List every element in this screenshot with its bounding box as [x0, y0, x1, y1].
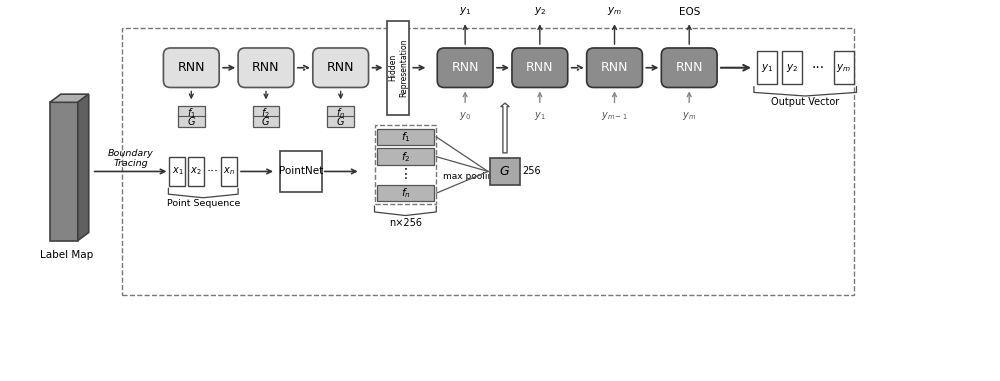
Text: max pooling: max pooling	[443, 172, 499, 181]
Text: $f_1$: $f_1$	[187, 106, 196, 120]
FancyArrowPatch shape	[501, 103, 509, 153]
Bar	[757, 51, 777, 84]
Text: $y_1$: $y_1$	[459, 5, 471, 18]
Bar	[178, 106, 205, 126]
Text: $y_{m-1}$: $y_{m-1}$	[601, 110, 628, 122]
Text: Boundary: Boundary	[108, 149, 153, 158]
Text: $G$: $G$	[336, 115, 345, 127]
Text: Output Vector: Output Vector	[771, 98, 839, 107]
Text: RNN: RNN	[526, 61, 554, 74]
Bar	[221, 157, 237, 186]
Text: 256: 256	[522, 166, 541, 176]
Text: $x_2$: $x_2$	[190, 166, 202, 178]
FancyBboxPatch shape	[238, 48, 294, 88]
FancyBboxPatch shape	[163, 48, 219, 88]
Bar	[280, 151, 322, 192]
Text: Hidden
Representation: Hidden Representation	[389, 38, 408, 97]
Text: $G$: $G$	[187, 115, 196, 127]
Text: $y_1$: $y_1$	[761, 62, 773, 74]
Bar	[253, 106, 279, 126]
Text: Tracing: Tracing	[113, 158, 148, 168]
Text: $x_n$: $x_n$	[223, 166, 235, 178]
FancyBboxPatch shape	[587, 48, 642, 88]
Text: ⋮: ⋮	[398, 167, 412, 181]
Text: ···: ···	[811, 61, 824, 75]
Text: Label Map: Label Map	[40, 250, 93, 261]
Polygon shape	[50, 94, 89, 102]
Text: RNN: RNN	[451, 61, 479, 74]
Text: $y_2$: $y_2$	[786, 62, 798, 74]
Text: $f_1$: $f_1$	[401, 130, 410, 144]
Text: $y_m$: $y_m$	[682, 110, 696, 122]
Bar	[169, 157, 185, 186]
Bar	[188, 157, 204, 186]
Text: $y_1$: $y_1$	[534, 110, 546, 122]
Text: $y_0$: $y_0$	[459, 110, 471, 122]
FancyBboxPatch shape	[661, 48, 717, 88]
Text: $f_2$: $f_2$	[401, 150, 410, 163]
Bar	[377, 185, 434, 201]
FancyBboxPatch shape	[512, 48, 568, 88]
Bar	[50, 102, 78, 241]
Bar	[327, 106, 354, 126]
Bar	[377, 149, 434, 165]
Text: RNN: RNN	[178, 61, 205, 74]
Bar	[377, 129, 434, 145]
Text: RNN: RNN	[327, 61, 354, 74]
Text: RNN: RNN	[252, 61, 280, 74]
Text: ···: ···	[206, 165, 218, 178]
Text: Point Sequence: Point Sequence	[167, 199, 240, 208]
Text: RNN: RNN	[601, 61, 628, 74]
Text: $y_2$: $y_2$	[534, 5, 546, 18]
Text: PointNet: PointNet	[279, 166, 323, 176]
Bar	[834, 51, 854, 84]
Text: $f_n$: $f_n$	[336, 106, 345, 120]
Text: n×256: n×256	[389, 218, 422, 228]
Text: $G$: $G$	[261, 115, 271, 127]
Polygon shape	[78, 94, 89, 241]
Bar	[490, 158, 520, 185]
Text: $f_2$: $f_2$	[261, 106, 270, 120]
Text: $y_m$: $y_m$	[607, 5, 622, 18]
FancyBboxPatch shape	[437, 48, 493, 88]
Text: RNN: RNN	[675, 61, 703, 74]
Text: $x_1$: $x_1$	[172, 166, 183, 178]
Bar	[387, 21, 409, 115]
Text: EOS: EOS	[679, 7, 700, 18]
Text: $G$: $G$	[499, 165, 511, 178]
Text: $y_m$: $y_m$	[836, 62, 851, 74]
Bar	[782, 51, 802, 84]
Text: $f_n$: $f_n$	[401, 186, 410, 200]
FancyBboxPatch shape	[313, 48, 369, 88]
